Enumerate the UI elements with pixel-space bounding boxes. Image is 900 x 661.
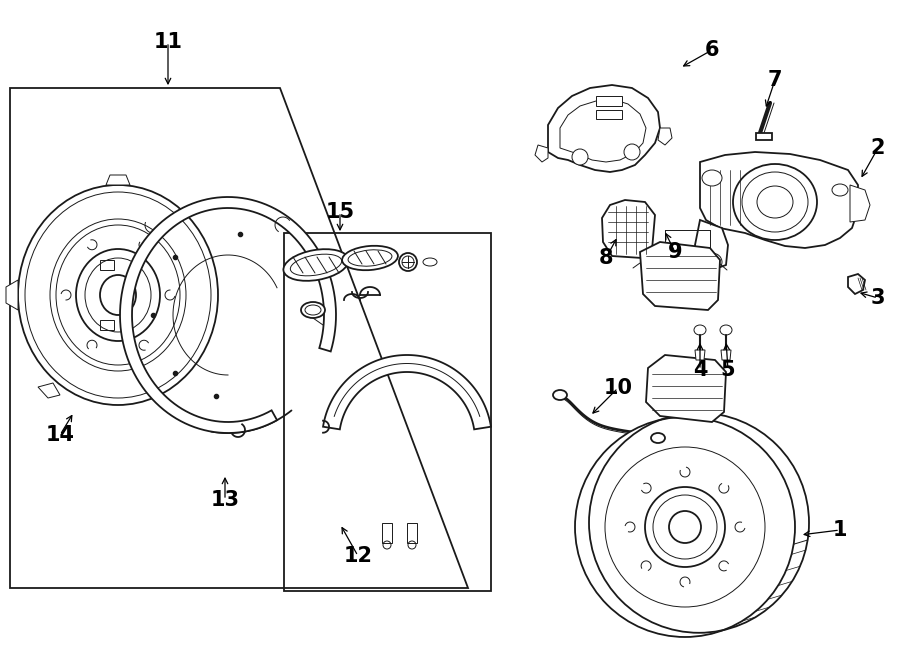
- Ellipse shape: [301, 302, 325, 318]
- Polygon shape: [323, 355, 491, 430]
- Ellipse shape: [624, 144, 640, 160]
- Ellipse shape: [702, 170, 722, 186]
- Text: 3: 3: [871, 288, 886, 308]
- Bar: [100, 260, 114, 270]
- Polygon shape: [548, 85, 660, 172]
- Text: 7: 7: [768, 70, 782, 90]
- Polygon shape: [640, 242, 720, 310]
- Polygon shape: [850, 185, 870, 222]
- Bar: [100, 320, 114, 330]
- Ellipse shape: [76, 249, 160, 341]
- Text: 9: 9: [668, 242, 682, 262]
- Ellipse shape: [651, 433, 665, 443]
- Polygon shape: [6, 280, 18, 310]
- Bar: [284, 233, 491, 591]
- Text: 1: 1: [832, 520, 847, 540]
- Polygon shape: [700, 152, 858, 248]
- Bar: [596, 110, 622, 119]
- Ellipse shape: [645, 487, 725, 567]
- Ellipse shape: [694, 325, 706, 335]
- Polygon shape: [848, 274, 865, 294]
- Polygon shape: [382, 523, 392, 543]
- Text: 13: 13: [211, 490, 239, 510]
- Ellipse shape: [342, 246, 398, 270]
- Text: 2: 2: [871, 138, 886, 158]
- Ellipse shape: [18, 185, 218, 405]
- Text: 10: 10: [604, 378, 633, 398]
- Polygon shape: [120, 197, 336, 433]
- Ellipse shape: [399, 253, 417, 271]
- Ellipse shape: [553, 390, 567, 400]
- Polygon shape: [695, 220, 728, 270]
- Polygon shape: [602, 200, 655, 258]
- Text: 8: 8: [598, 248, 613, 268]
- Polygon shape: [38, 383, 60, 398]
- Text: 5: 5: [721, 360, 735, 380]
- Polygon shape: [721, 350, 731, 360]
- Ellipse shape: [720, 325, 732, 335]
- Polygon shape: [106, 175, 130, 185]
- Ellipse shape: [572, 149, 588, 165]
- Polygon shape: [756, 133, 772, 140]
- Polygon shape: [535, 145, 548, 162]
- Ellipse shape: [832, 184, 848, 196]
- Text: 11: 11: [154, 32, 183, 52]
- Text: 14: 14: [46, 425, 75, 445]
- Polygon shape: [695, 350, 705, 360]
- Ellipse shape: [423, 258, 437, 266]
- Polygon shape: [407, 523, 417, 543]
- Polygon shape: [646, 355, 726, 422]
- Ellipse shape: [284, 249, 348, 281]
- Text: 15: 15: [326, 202, 355, 222]
- Polygon shape: [658, 128, 672, 145]
- Text: 6: 6: [705, 40, 719, 60]
- Text: 4: 4: [693, 360, 707, 380]
- Bar: [596, 96, 622, 106]
- Ellipse shape: [575, 417, 795, 637]
- Text: 12: 12: [344, 546, 373, 566]
